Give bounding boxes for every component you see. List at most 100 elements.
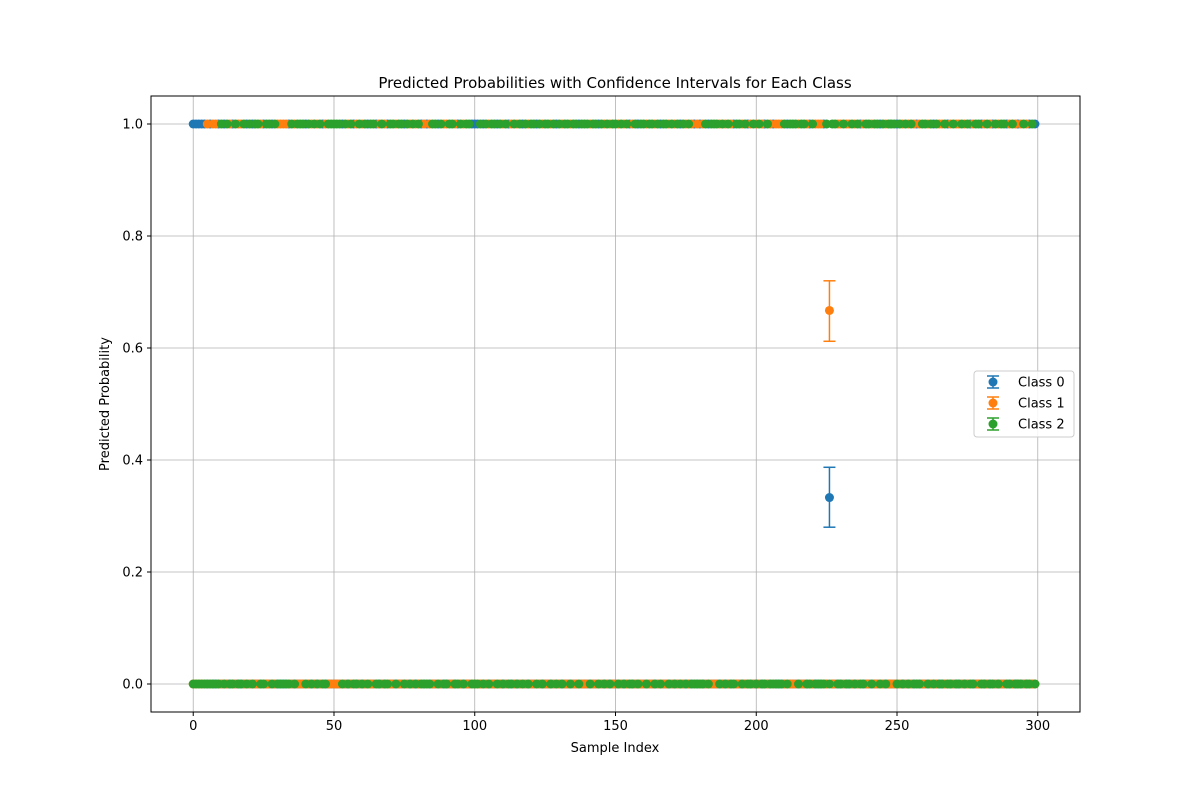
x-tick-label: 50 bbox=[326, 719, 343, 734]
y-tick-label: 0.4 bbox=[122, 454, 143, 469]
axis-ticks: 0 50 100 150 200 250 300 0.0 0.2 0.4 0.6 0.8 1.0 bbox=[122, 118, 1050, 735]
data-point bbox=[881, 679, 891, 689]
data-point bbox=[754, 119, 764, 129]
data-point bbox=[782, 679, 792, 689]
error-bars bbox=[823, 280, 836, 528]
x-tick-label: 250 bbox=[885, 719, 910, 734]
data-point bbox=[247, 679, 257, 689]
data-point bbox=[915, 679, 925, 689]
data-point bbox=[830, 119, 840, 129]
data-point bbox=[906, 119, 916, 129]
data-point bbox=[222, 119, 232, 129]
data-point bbox=[391, 679, 401, 689]
highlight-class-1 bbox=[823, 280, 836, 343]
y-tick-label: 0.0 bbox=[122, 678, 143, 693]
legend: Class 0 Class 1 Class 2 bbox=[973, 370, 1075, 438]
data-markers bbox=[188, 119, 1040, 689]
data-point bbox=[999, 119, 1009, 129]
data-point bbox=[656, 679, 666, 689]
data-point bbox=[290, 679, 300, 689]
y-tick-label: 1.0 bbox=[122, 118, 143, 133]
data-point bbox=[839, 119, 849, 129]
legend-item: Class 0 bbox=[987, 375, 1065, 391]
x-tick-label: 100 bbox=[462, 719, 487, 734]
data-point bbox=[824, 305, 834, 315]
data-point bbox=[641, 679, 651, 689]
x-tick-label: 0 bbox=[189, 719, 197, 734]
data-point bbox=[501, 119, 511, 129]
y-axis-label: Predicted Probability bbox=[98, 337, 113, 471]
data-point bbox=[346, 119, 356, 129]
data-point bbox=[270, 119, 280, 129]
data-point bbox=[321, 679, 331, 689]
data-point bbox=[523, 679, 533, 689]
data-point bbox=[993, 679, 1003, 689]
data-point bbox=[974, 119, 984, 129]
data-point bbox=[230, 119, 240, 129]
data-point bbox=[763, 119, 773, 129]
data-point bbox=[853, 119, 863, 129]
data-point bbox=[1007, 119, 1017, 129]
data-point bbox=[447, 119, 457, 129]
data-point bbox=[799, 119, 809, 129]
data-point bbox=[585, 679, 595, 689]
data-point bbox=[1030, 679, 1040, 689]
data-point bbox=[982, 119, 992, 129]
data-point bbox=[931, 119, 941, 129]
data-point bbox=[413, 119, 423, 129]
legend-item: Class 1 bbox=[987, 396, 1065, 412]
data-point bbox=[740, 119, 750, 129]
data-point bbox=[442, 679, 452, 689]
y-tick-label: 0.2 bbox=[122, 566, 143, 581]
data-point bbox=[377, 119, 387, 129]
data-point bbox=[484, 679, 494, 689]
data-point bbox=[537, 679, 547, 689]
data-point bbox=[259, 679, 269, 689]
x-tick-label: 200 bbox=[744, 719, 769, 734]
data-point bbox=[824, 493, 834, 503]
data-point bbox=[315, 119, 325, 129]
data-point bbox=[684, 119, 694, 129]
data-point bbox=[808, 119, 818, 129]
data-point bbox=[968, 679, 978, 689]
data-point bbox=[824, 679, 834, 689]
legend-item: Class 2 bbox=[987, 417, 1065, 433]
data-point bbox=[382, 679, 392, 689]
legend-marker bbox=[988, 398, 998, 408]
data-point bbox=[940, 119, 950, 129]
data-point bbox=[858, 679, 868, 689]
data-point bbox=[633, 679, 643, 689]
data-point bbox=[253, 119, 263, 129]
data-point bbox=[557, 679, 567, 689]
data-point bbox=[368, 119, 378, 129]
data-point bbox=[1019, 119, 1029, 129]
data-point bbox=[867, 679, 877, 689]
data-point bbox=[565, 679, 575, 689]
data-point bbox=[729, 679, 739, 689]
data-point bbox=[1027, 119, 1037, 129]
chart-title: Predicted Probabilities with Confidence … bbox=[378, 74, 852, 92]
data-point bbox=[948, 119, 958, 129]
x-axis-label: Sample Index bbox=[571, 741, 660, 756]
legend-label: Class 2 bbox=[1018, 418, 1065, 433]
data-point bbox=[363, 679, 373, 689]
legend-marker bbox=[988, 377, 998, 387]
data-point bbox=[425, 679, 435, 689]
x-tick-label: 150 bbox=[603, 719, 628, 734]
data-point bbox=[574, 679, 584, 689]
data-point bbox=[464, 119, 474, 129]
data-point bbox=[962, 119, 972, 129]
data-point bbox=[605, 679, 615, 689]
legend-label: Class 0 bbox=[1018, 376, 1065, 391]
y-tick-label: 0.8 bbox=[122, 230, 143, 245]
legend-label: Class 1 bbox=[1018, 397, 1065, 412]
x-tick-label: 300 bbox=[1025, 719, 1050, 734]
data-point bbox=[436, 119, 446, 129]
data-point bbox=[723, 119, 733, 129]
legend-marker bbox=[988, 419, 998, 429]
y-tick-label: 0.6 bbox=[122, 342, 143, 357]
series-class-2 bbox=[188, 119, 1040, 689]
data-point bbox=[458, 679, 468, 689]
data-point bbox=[622, 119, 632, 129]
